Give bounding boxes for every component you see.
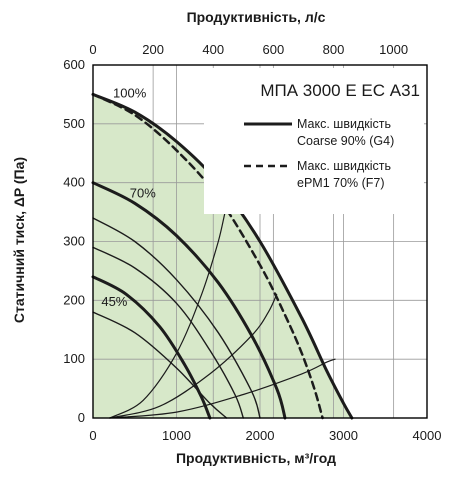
plot-frame xyxy=(92,64,428,419)
x-tick-label: 3000 xyxy=(329,428,358,443)
x-tick-label: 1000 xyxy=(162,428,191,443)
bottom-axis-title: Продуктивність, м³/год xyxy=(176,450,336,466)
series-line-system-8 xyxy=(109,293,278,419)
plot-border xyxy=(92,64,428,419)
speed-label-100: 100% xyxy=(113,85,147,100)
model-title: МПА 3000 Е ЕС А31 xyxy=(260,81,420,100)
legend-solid-line2: Coarse 90% (G4) xyxy=(297,134,394,148)
x2-tick-label: 0 xyxy=(89,42,96,57)
x2-tick-label: 1000 xyxy=(379,42,408,57)
y-tick-label: 300 xyxy=(63,234,85,249)
series-line-speed-thick-2 xyxy=(91,181,287,420)
y-tick-label: 500 xyxy=(63,116,85,131)
legend-box xyxy=(204,68,424,214)
y-tick-label: 100 xyxy=(63,351,85,366)
x2-tick-label: 600 xyxy=(263,42,285,57)
y-tick-label: 200 xyxy=(63,292,85,307)
operating-area xyxy=(93,94,352,419)
x-tick-label: 0 xyxy=(89,428,96,443)
x2-tick-label: 800 xyxy=(323,42,345,57)
x-tick-label: 2000 xyxy=(246,428,275,443)
curves xyxy=(91,92,354,420)
series-line-speed-6 xyxy=(92,311,228,419)
x2-tick-label: 200 xyxy=(142,42,164,57)
y-axis-title: Статичний тиск, ΔP (Па) xyxy=(11,157,27,323)
series-line-system-9 xyxy=(109,358,336,419)
legend-solid-line1: Макс. швидкість xyxy=(297,117,391,131)
y-tick-label: 0 xyxy=(78,410,85,425)
x2-tick-label: 400 xyxy=(202,42,224,57)
y-tick-label: 600 xyxy=(63,57,85,72)
series-line-max-dashed-1 xyxy=(91,93,324,420)
legend-dashed-line1: Макс. швидкість xyxy=(297,159,391,173)
legend-dashed-line2: ePM1 70% (F7) xyxy=(297,176,385,190)
speed-label-70: 70% xyxy=(130,185,156,200)
y-tick-label: 400 xyxy=(63,175,85,190)
operating-area-fill xyxy=(93,94,352,419)
speed-label-45: 45% xyxy=(101,294,127,309)
ticks: 0 100 200 300 400 500 600 0 1000 2000 3000 4000 0 200… xyxy=(63,42,441,443)
series-line-speed-thick-3 xyxy=(91,275,212,420)
x-tick-label: 4000 xyxy=(413,428,442,443)
top-axis-title: Продуктивність, л/с xyxy=(187,9,326,25)
labels: 100% 70% 45% xyxy=(101,85,156,309)
series-line-max-solid-0 xyxy=(91,92,354,420)
series-line-speed-4 xyxy=(92,217,261,419)
